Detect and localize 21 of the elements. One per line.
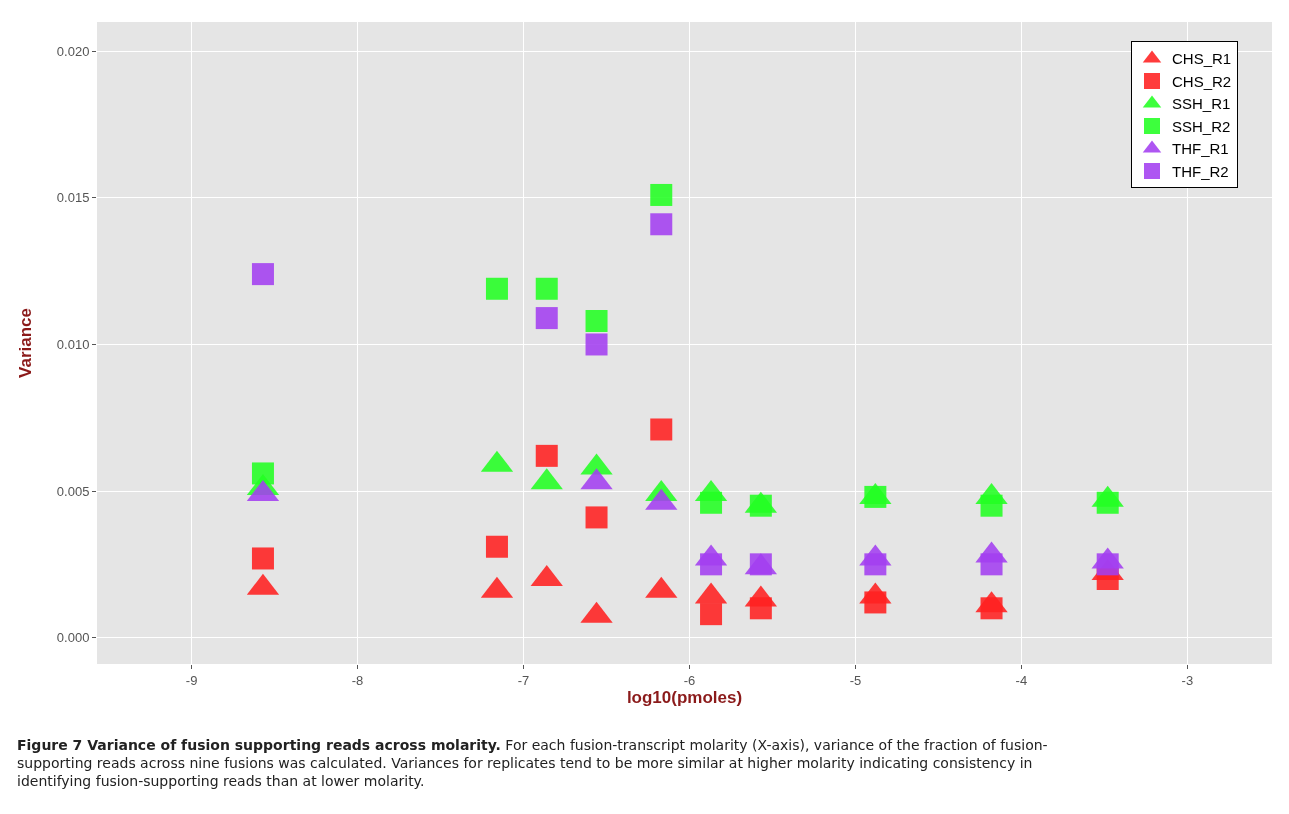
- x-axis-title: log10(pmoles): [626, 688, 743, 707]
- legend-label: CHS_R2: [1172, 72, 1232, 90]
- legend-label: SSH_R2: [1172, 117, 1231, 135]
- x-tick-label: -7: [517, 672, 530, 688]
- y-tick-label: 0.000: [56, 630, 90, 646]
- x-tick-label: -4: [1015, 672, 1028, 688]
- y-tick-label: 0.005: [56, 483, 90, 499]
- y-tick-label: 0.010: [56, 337, 90, 353]
- y-tick-label: 0.020: [56, 43, 90, 59]
- y-axis-title: Variance: [16, 308, 36, 378]
- x-tick-label: -8: [351, 672, 364, 688]
- x-tick-label: -9: [185, 672, 198, 688]
- legend-label: CHS_R1: [1172, 50, 1232, 68]
- y-tick-label: 0.015: [56, 190, 90, 206]
- caption: Figure 7 Variance of fusion supporting reads across molarity.: [17, 737, 501, 753]
- x-tick-label: -3: [1181, 672, 1194, 688]
- legend-label: SSH_R1: [1172, 95, 1231, 113]
- legend-label: THF_R1: [1172, 140, 1229, 158]
- x-tick-label: -6: [683, 672, 696, 688]
- legend-label: THF_R2: [1172, 162, 1229, 180]
- x-tick-label: -5: [849, 672, 862, 688]
